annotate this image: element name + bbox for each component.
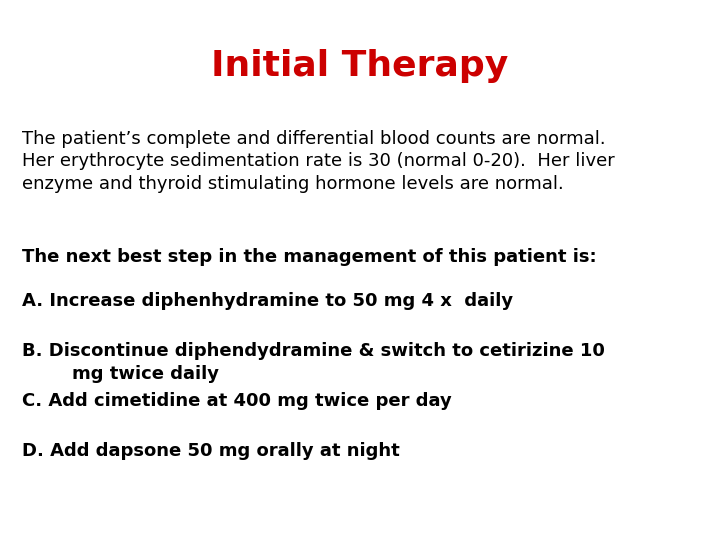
- Text: C. Add cimetidine at 400 mg twice per day: C. Add cimetidine at 400 mg twice per da…: [22, 392, 451, 410]
- Text: B. Discontinue diphendydramine & switch to cetirizine 10
        mg twice daily: B. Discontinue diphendydramine & switch …: [22, 342, 605, 383]
- Text: D. Add dapsone 50 mg orally at night: D. Add dapsone 50 mg orally at night: [22, 442, 400, 460]
- Text: A. Increase diphenhydramine to 50 mg 4 x  daily: A. Increase diphenhydramine to 50 mg 4 x…: [22, 292, 513, 309]
- Text: The patient’s complete and differential blood counts are normal.
Her erythrocyte: The patient’s complete and differential …: [22, 130, 614, 193]
- Text: Initial Therapy: Initial Therapy: [212, 49, 508, 83]
- Text: The next best step in the management of this patient is:: The next best step in the management of …: [22, 248, 596, 266]
